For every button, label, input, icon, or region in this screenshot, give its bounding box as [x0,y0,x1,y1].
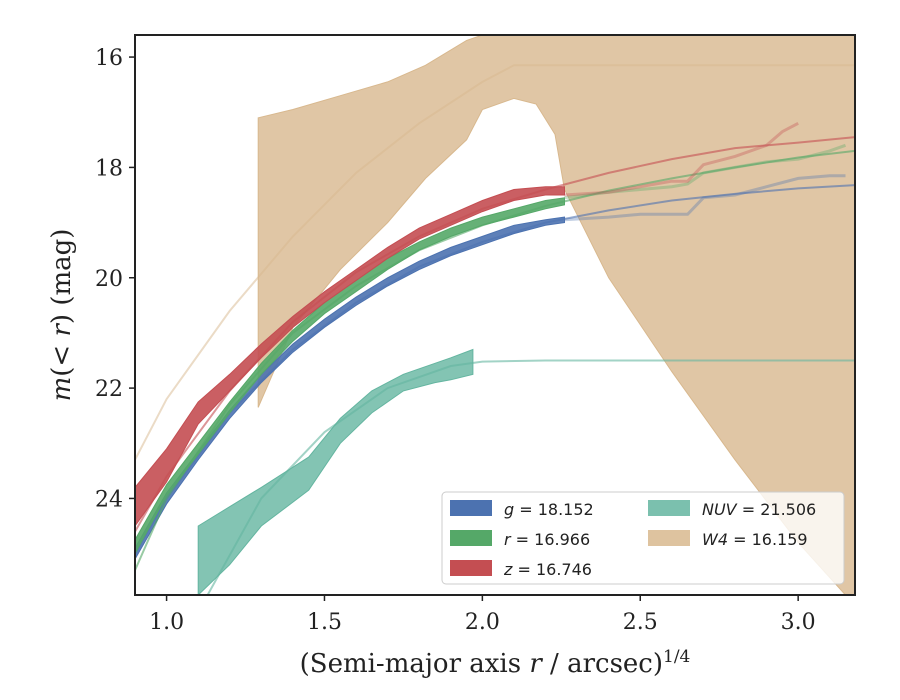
legend-label-z: z = 16.746 [503,560,592,579]
y-tick-label: 20 [95,267,123,292]
tail-line-r [564,143,847,200]
x-tick-label: 2.5 [623,610,658,635]
axes-ticks: 1.0 1.5 2.0 2.5 3.0 16 18 20 22 24 [95,46,816,635]
legend: g = 18.152 r = 16.966 z = 16.746 NUV = 2… [441,491,845,585]
x-tick-label: 3.0 [781,610,816,635]
y-tick-label: 16 [95,46,123,71]
legend-label-w4: W4 = 16.159 [702,530,808,549]
legend-swatch-nuv [648,500,690,516]
tail-line-g [564,174,846,222]
y-tick-label: 18 [95,156,123,181]
legend-swatch-r [450,530,492,546]
legend-swatch-z [450,560,492,576]
legend-swatch-w4 [648,530,690,546]
legend-label-g: g = 18.152 [504,500,594,519]
y-tick-label: 22 [95,377,123,402]
legend-swatch-g [450,500,492,516]
tail-line-z [564,121,799,197]
y-tick-label: 24 [95,487,123,512]
x-tick-label: 2.0 [465,610,500,635]
band-g [135,216,565,561]
legend-box [441,491,845,585]
x-axis-label: (Semi-major axis r / arcsec)1/4 [300,647,691,679]
band-z [135,186,565,527]
plot-area [135,35,855,595]
legend-label-nuv: NUV = 21.506 [702,500,816,519]
y-axis-label: m(< r) (mag) [47,229,77,402]
x-tick-label: 1.5 [307,610,342,635]
band-r [135,197,565,554]
band-w4 [257,35,855,595]
band-nuv [197,348,474,595]
plot-frame [134,34,856,596]
legend-label-r: r = 16.966 [504,530,590,549]
x-tick-label: 1.0 [149,610,184,635]
